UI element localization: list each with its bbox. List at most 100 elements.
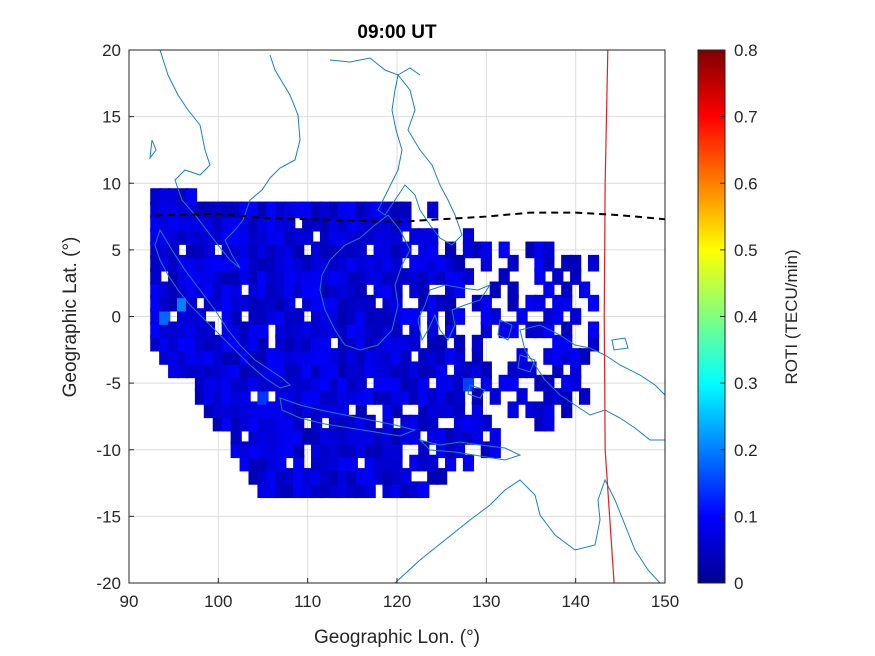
roti-cell xyxy=(346,281,358,299)
roti-cell xyxy=(185,348,198,365)
roti-cell xyxy=(346,308,358,325)
roti-cell xyxy=(587,334,600,352)
roti-cell xyxy=(337,321,349,339)
roti-cell xyxy=(159,308,171,325)
roti-cell xyxy=(284,321,296,339)
roti-cell xyxy=(194,254,207,272)
roti-cell xyxy=(212,414,224,432)
roti-cell xyxy=(284,268,296,285)
roti-cell xyxy=(462,228,475,245)
roti-cell xyxy=(248,308,260,325)
roti-cell xyxy=(150,334,162,352)
roti-cell xyxy=(212,348,224,365)
roti-cell xyxy=(159,228,171,245)
y-tick-label: 20 xyxy=(102,41,121,60)
roti-cell xyxy=(293,374,305,392)
roti-cell xyxy=(391,201,403,219)
roti-cell xyxy=(221,214,233,232)
roti-cell xyxy=(150,294,162,312)
roti-cell xyxy=(248,428,260,445)
roti-cell xyxy=(266,361,278,379)
roti-cell xyxy=(364,294,376,312)
roti-cell xyxy=(462,428,475,445)
roti-cell xyxy=(453,268,466,285)
roti-cell xyxy=(409,414,421,432)
roti-cell xyxy=(355,414,367,432)
roti-cell xyxy=(150,254,162,272)
roti-cell xyxy=(400,334,412,352)
roti-cell xyxy=(498,374,510,392)
roti-cell xyxy=(266,268,278,285)
roti-cell xyxy=(480,294,492,312)
roti-cell xyxy=(159,201,171,219)
roti-cell xyxy=(185,281,198,299)
roti-cell xyxy=(507,361,519,379)
x-tick-label: 100 xyxy=(204,592,232,611)
roti-cell xyxy=(221,334,233,352)
roti-cell xyxy=(570,254,582,272)
roti-cell xyxy=(293,388,305,405)
roti-cell xyxy=(445,254,457,272)
roti-cell xyxy=(284,214,296,232)
roti-cell xyxy=(194,228,207,245)
roti-cell xyxy=(337,308,349,325)
roti-cell xyxy=(221,241,233,259)
roti-cell xyxy=(311,281,323,299)
roti-cell xyxy=(185,214,198,232)
roti-cell xyxy=(418,348,430,365)
roti-cell xyxy=(480,308,492,325)
roti-cell xyxy=(311,374,323,392)
roti-cell xyxy=(453,308,466,325)
roti-cell xyxy=(328,401,341,419)
roti-cell xyxy=(364,214,376,232)
roti-cell xyxy=(293,228,305,245)
roti-cell xyxy=(346,361,358,379)
roti-cell xyxy=(275,468,287,485)
roti-cell xyxy=(302,428,314,445)
roti-cell xyxy=(453,374,466,392)
roti-cell xyxy=(257,321,269,339)
roti-cell xyxy=(355,428,367,445)
roti-cell xyxy=(364,361,376,379)
roti-cell xyxy=(418,268,430,285)
roti-cell xyxy=(534,294,546,312)
roti-cell xyxy=(355,374,367,392)
roti-cell xyxy=(373,374,385,392)
roti-cell xyxy=(275,214,287,232)
roti-cell xyxy=(436,401,448,419)
roti-cell xyxy=(284,241,296,259)
roti-cell xyxy=(221,308,233,325)
roti-cell xyxy=(203,214,215,232)
roti-cell xyxy=(436,334,448,352)
roti-cell xyxy=(337,361,349,379)
roti-cell xyxy=(221,401,233,419)
roti-cell xyxy=(230,374,242,392)
roti-cell xyxy=(543,401,555,419)
roti-cell xyxy=(427,241,439,259)
roti-cell xyxy=(346,214,358,232)
roti-cell xyxy=(284,428,296,445)
roti-cell xyxy=(221,281,233,299)
roti-cell xyxy=(185,294,198,312)
roti-cell xyxy=(355,321,367,339)
roti-cell xyxy=(400,428,412,445)
roti-cell xyxy=(168,361,180,379)
roti-cell xyxy=(489,388,501,405)
roti-cell xyxy=(177,214,189,232)
roti-cell xyxy=(346,428,358,445)
roti-cell xyxy=(462,454,475,472)
roti-cell xyxy=(248,334,260,352)
roti-cell xyxy=(534,254,546,272)
coastline-sumatra xyxy=(154,228,292,389)
roti-cell xyxy=(266,441,278,459)
roti-cell xyxy=(221,388,233,405)
coastline-borneo xyxy=(319,214,411,351)
roti-cell xyxy=(248,254,260,272)
roti-cell xyxy=(337,228,349,245)
roti-cell xyxy=(543,308,555,325)
roti-cell xyxy=(328,348,341,365)
colorbar-tick-label: 0.2 xyxy=(734,441,758,460)
roti-cell xyxy=(239,414,251,432)
roti-cell xyxy=(525,321,537,339)
